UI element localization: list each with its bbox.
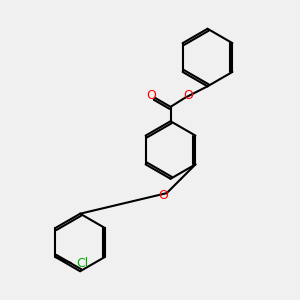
Text: O: O [147, 89, 157, 102]
Text: O: O [158, 189, 168, 202]
Text: O: O [183, 89, 193, 102]
Text: Cl: Cl [76, 256, 88, 269]
